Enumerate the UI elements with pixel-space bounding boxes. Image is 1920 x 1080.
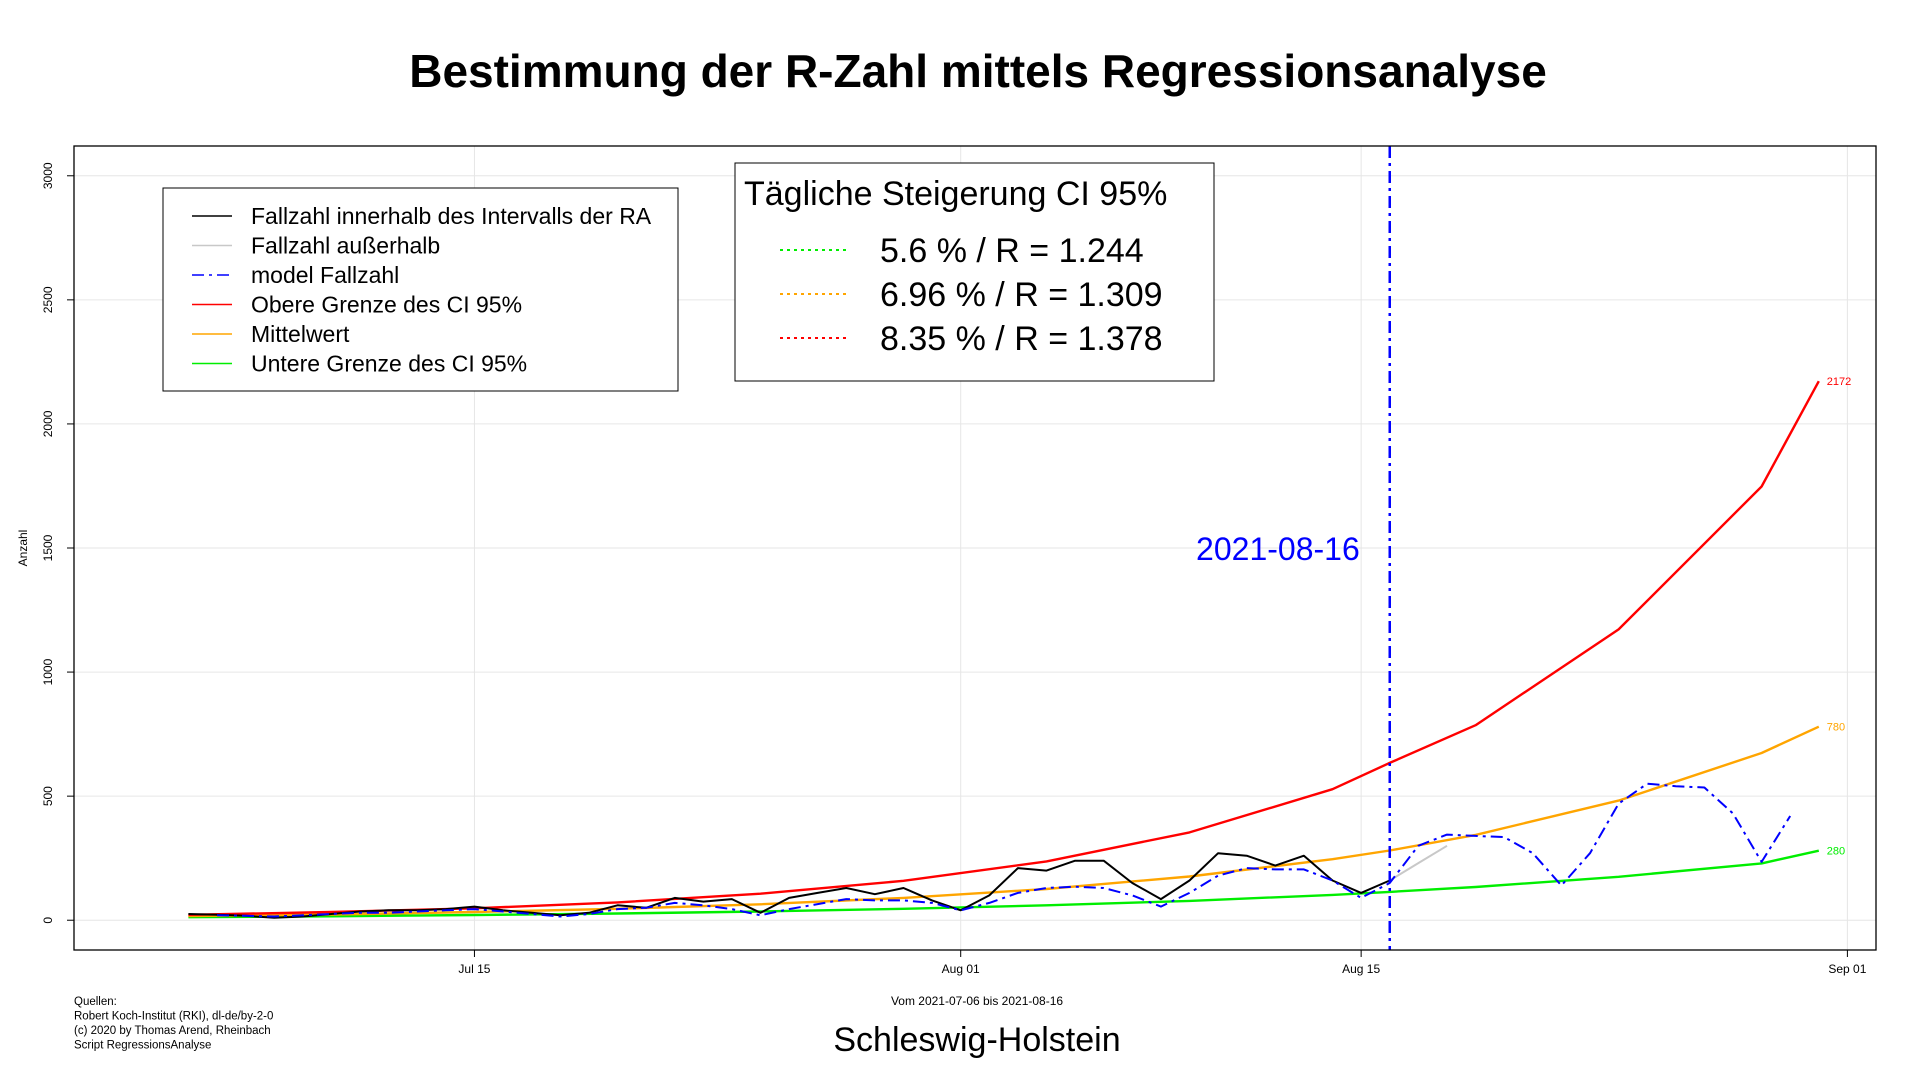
ci-box-title: Tägliche Steigerung CI 95% (744, 175, 1167, 213)
ci-box-frame (734, 162, 1215, 382)
x-tick-label: Sep 01 (1828, 962, 1866, 976)
series-line (216, 782, 1792, 918)
x-tick-label: Aug 15 (1342, 962, 1380, 976)
legend-item-label: Fallzahl innerhalb des Intervalls der RA (251, 203, 652, 229)
ci-row-text: 6.96 % / R = 1.309 (880, 276, 1163, 314)
series-line (1389, 844, 1448, 882)
source-line: Quellen: (74, 996, 117, 1008)
y-tick-label: 2500 (41, 286, 55, 313)
source-line: Script RegressionsAnalyse (74, 1040, 211, 1052)
y-tick-label: 0 (41, 917, 55, 924)
y-tick-label: 2000 (41, 410, 55, 437)
series-layer: 2021-08-16 2172 780 280 (188, 146, 1851, 950)
end-label: 280 (1827, 846, 1845, 858)
chart-title: Bestimmung der R-Zahl mittels Regression… (409, 45, 1547, 97)
source-line: (c) 2020 by Thomas Arend, Rheinbach (74, 1025, 271, 1037)
legend-item-label: Mittelwert (251, 321, 350, 347)
ci-box: Tägliche Steigerung CI 95% 5.6 % / R = 1.… (734, 162, 1215, 382)
chart-subtitle: Schleswig-Holstein (833, 1021, 1120, 1059)
x-tick-label: Aug 01 (942, 962, 980, 976)
x-tick-label: Jul 15 (458, 962, 490, 976)
series-line (188, 852, 1391, 919)
y-tick-label: 1500 (41, 534, 55, 561)
y-tick-label: 1000 (41, 658, 55, 685)
series-line (188, 380, 1820, 916)
y-tick-label: 500 (41, 786, 55, 806)
end-label: 780 (1827, 722, 1845, 734)
ci-row-text: 5.6 % / R = 1.244 (880, 232, 1144, 270)
ci-row-text: 8.35 % / R = 1.378 (880, 320, 1163, 358)
legend-item-label: Fallzahl außerhalb (251, 233, 440, 259)
series-line (188, 725, 1820, 918)
sources: Quellen: Robert Koch-Institut (RKI), dl-d… (74, 996, 273, 1052)
series-line (188, 849, 1820, 919)
vline-label: 2021-08-16 (1196, 531, 1360, 567)
legend-item-label: Obere Grenze des CI 95% (251, 292, 522, 318)
x-axis-label: Vom 2021-07-06 bis 2021-08-16 (891, 994, 1063, 1008)
legend-item-label: Untere Grenze des CI 95% (251, 351, 527, 377)
legend: Fallzahl innerhalb des Intervalls der RA… (162, 187, 679, 392)
source-line: Robert Koch-Institut (RKI), dl-de/by-2-0 (74, 1011, 273, 1023)
y-tick-label: 3000 (41, 162, 55, 189)
legend-item-label: model Fallzahl (251, 262, 399, 288)
legend-frame (162, 187, 679, 392)
axes: 0 500 1000 1500 2000 2500 3000 Jul 15 Aug 01 Aug … (41, 162, 1867, 976)
end-label: 2172 (1827, 376, 1851, 388)
y-axis-label: Anzahl (16, 530, 30, 567)
